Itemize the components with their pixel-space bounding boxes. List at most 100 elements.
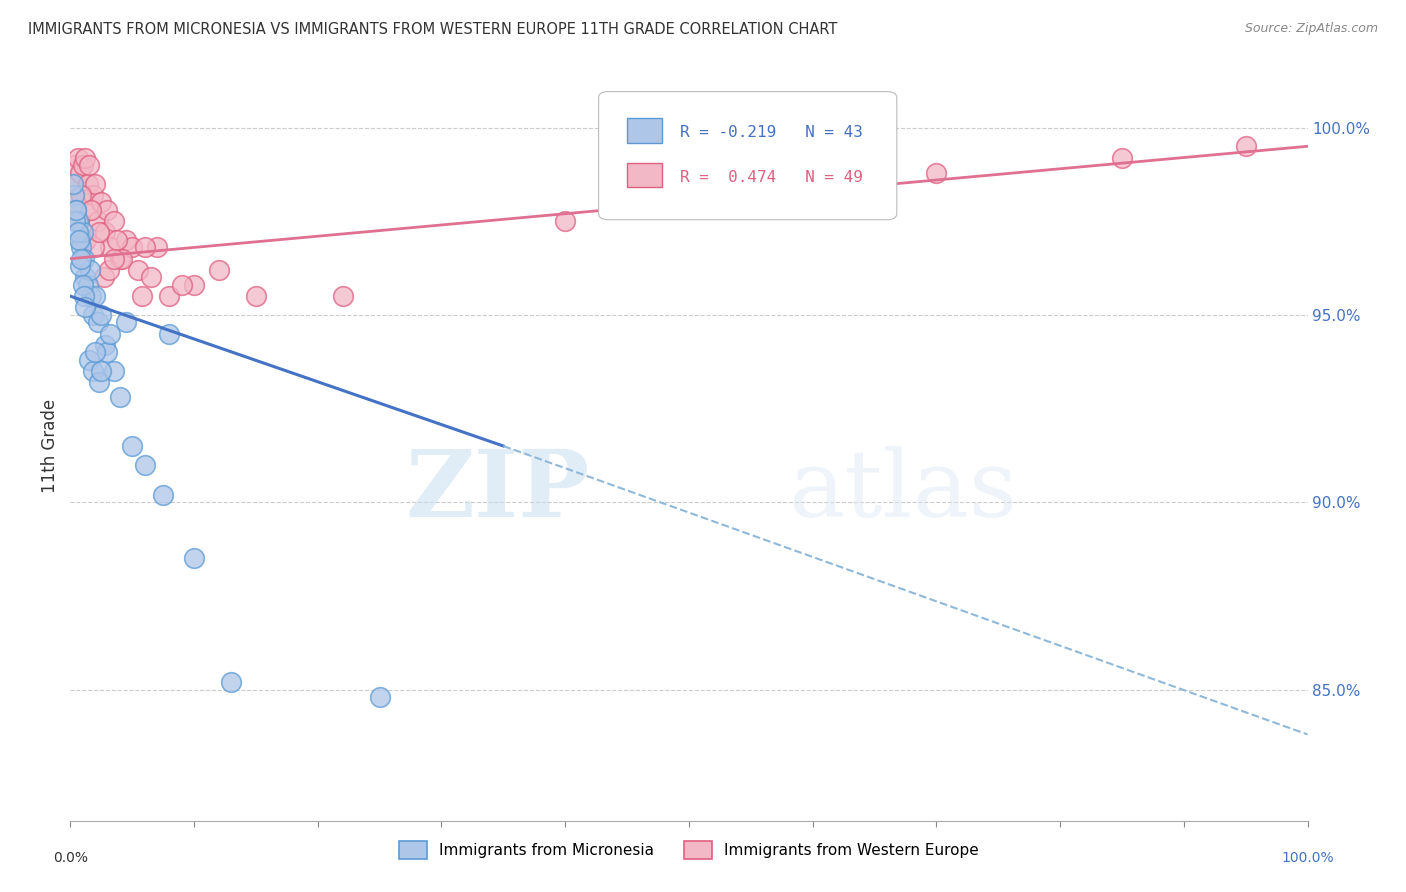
Point — [82, 364, 104, 378]
Point — [103, 214, 125, 228]
Point — [131, 289, 153, 303]
Point — [1111, 151, 1133, 165]
Point — [69, 233, 91, 247]
Point — [63, 188, 86, 202]
Point — [84, 345, 107, 359]
Point — [75, 301, 97, 315]
Point — [65, 202, 87, 217]
Text: ZIP: ZIP — [406, 446, 591, 536]
Point — [86, 315, 108, 329]
Point — [79, 263, 101, 277]
Point — [98, 326, 121, 341]
Point — [80, 202, 103, 217]
Point — [94, 226, 117, 240]
Point — [183, 277, 205, 292]
Text: Source: ZipAtlas.com: Source: ZipAtlas.com — [1244, 22, 1378, 36]
Point — [97, 263, 120, 277]
Point — [121, 439, 143, 453]
Point — [83, 240, 105, 254]
Point — [79, 202, 101, 217]
Point — [103, 252, 125, 266]
Point — [82, 188, 104, 202]
Point — [108, 252, 131, 266]
Point — [111, 252, 134, 266]
Point — [219, 675, 242, 690]
Text: 100.0%: 100.0% — [1281, 851, 1334, 864]
Point — [73, 188, 96, 202]
Point — [72, 158, 94, 172]
Point — [332, 289, 354, 303]
Point — [70, 252, 93, 266]
Point — [69, 259, 91, 273]
Point — [72, 277, 94, 292]
Point — [66, 226, 89, 240]
Point — [90, 195, 112, 210]
Point — [65, 195, 87, 210]
Point — [87, 376, 110, 390]
Point — [72, 226, 94, 240]
Point — [96, 345, 118, 359]
Point — [66, 151, 89, 165]
Point — [146, 240, 169, 254]
Bar — [627, 163, 662, 187]
Point — [98, 240, 121, 254]
Point — [96, 202, 118, 217]
Legend: Immigrants from Micronesia, Immigrants from Western Europe: Immigrants from Micronesia, Immigrants f… — [392, 835, 986, 865]
Point — [75, 233, 97, 247]
Point — [80, 289, 103, 303]
Point — [108, 390, 131, 404]
Point — [70, 188, 93, 202]
Point — [134, 458, 156, 472]
Point — [121, 240, 143, 254]
Point — [67, 233, 90, 247]
FancyBboxPatch shape — [599, 92, 897, 219]
Point — [134, 240, 156, 254]
Point — [76, 177, 98, 191]
Point — [65, 202, 87, 217]
Point — [84, 289, 107, 303]
Point — [115, 233, 138, 247]
Point — [63, 158, 86, 172]
Point — [94, 338, 117, 352]
Point — [90, 308, 112, 322]
Text: 0.0%: 0.0% — [53, 851, 87, 864]
Point — [75, 270, 97, 285]
Point — [93, 270, 115, 285]
Point — [77, 352, 100, 367]
Point — [157, 326, 180, 341]
Point — [103, 364, 125, 378]
Text: R = -0.219   N = 43: R = -0.219 N = 43 — [681, 125, 863, 139]
Point — [170, 277, 193, 292]
Point — [65, 214, 87, 228]
Point — [73, 289, 96, 303]
Point — [86, 214, 108, 228]
Point — [87, 226, 110, 240]
Point — [67, 214, 90, 228]
Point — [105, 233, 128, 247]
Point — [554, 214, 576, 228]
Point — [70, 240, 93, 254]
Point — [75, 151, 97, 165]
Point — [127, 263, 149, 277]
Point — [152, 488, 174, 502]
Point — [84, 177, 107, 191]
Point — [1234, 139, 1257, 153]
Point — [925, 165, 948, 179]
Point — [368, 690, 391, 704]
Point — [139, 270, 162, 285]
Point — [76, 277, 98, 292]
Point — [77, 158, 100, 172]
Point — [157, 289, 180, 303]
Point — [65, 177, 87, 191]
Point — [66, 214, 89, 228]
Text: atlas: atlas — [787, 446, 1017, 536]
Bar — [627, 119, 662, 143]
Text: IMMIGRANTS FROM MICRONESIA VS IMMIGRANTS FROM WESTERN EUROPE 11TH GRADE CORRELAT: IMMIGRANTS FROM MICRONESIA VS IMMIGRANTS… — [28, 22, 838, 37]
Text: R =  0.474   N = 49: R = 0.474 N = 49 — [681, 169, 863, 185]
Y-axis label: 11th Grade: 11th Grade — [41, 399, 59, 493]
Point — [245, 289, 267, 303]
Point — [82, 308, 104, 322]
Point — [90, 364, 112, 378]
Point — [115, 315, 138, 329]
Point — [73, 252, 96, 266]
